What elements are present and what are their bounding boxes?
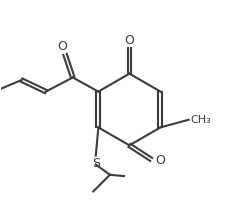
Text: O: O: [155, 154, 165, 167]
Text: S: S: [92, 157, 100, 170]
Text: O: O: [58, 40, 67, 53]
Text: CH₃: CH₃: [190, 115, 211, 125]
Text: O: O: [124, 34, 134, 47]
